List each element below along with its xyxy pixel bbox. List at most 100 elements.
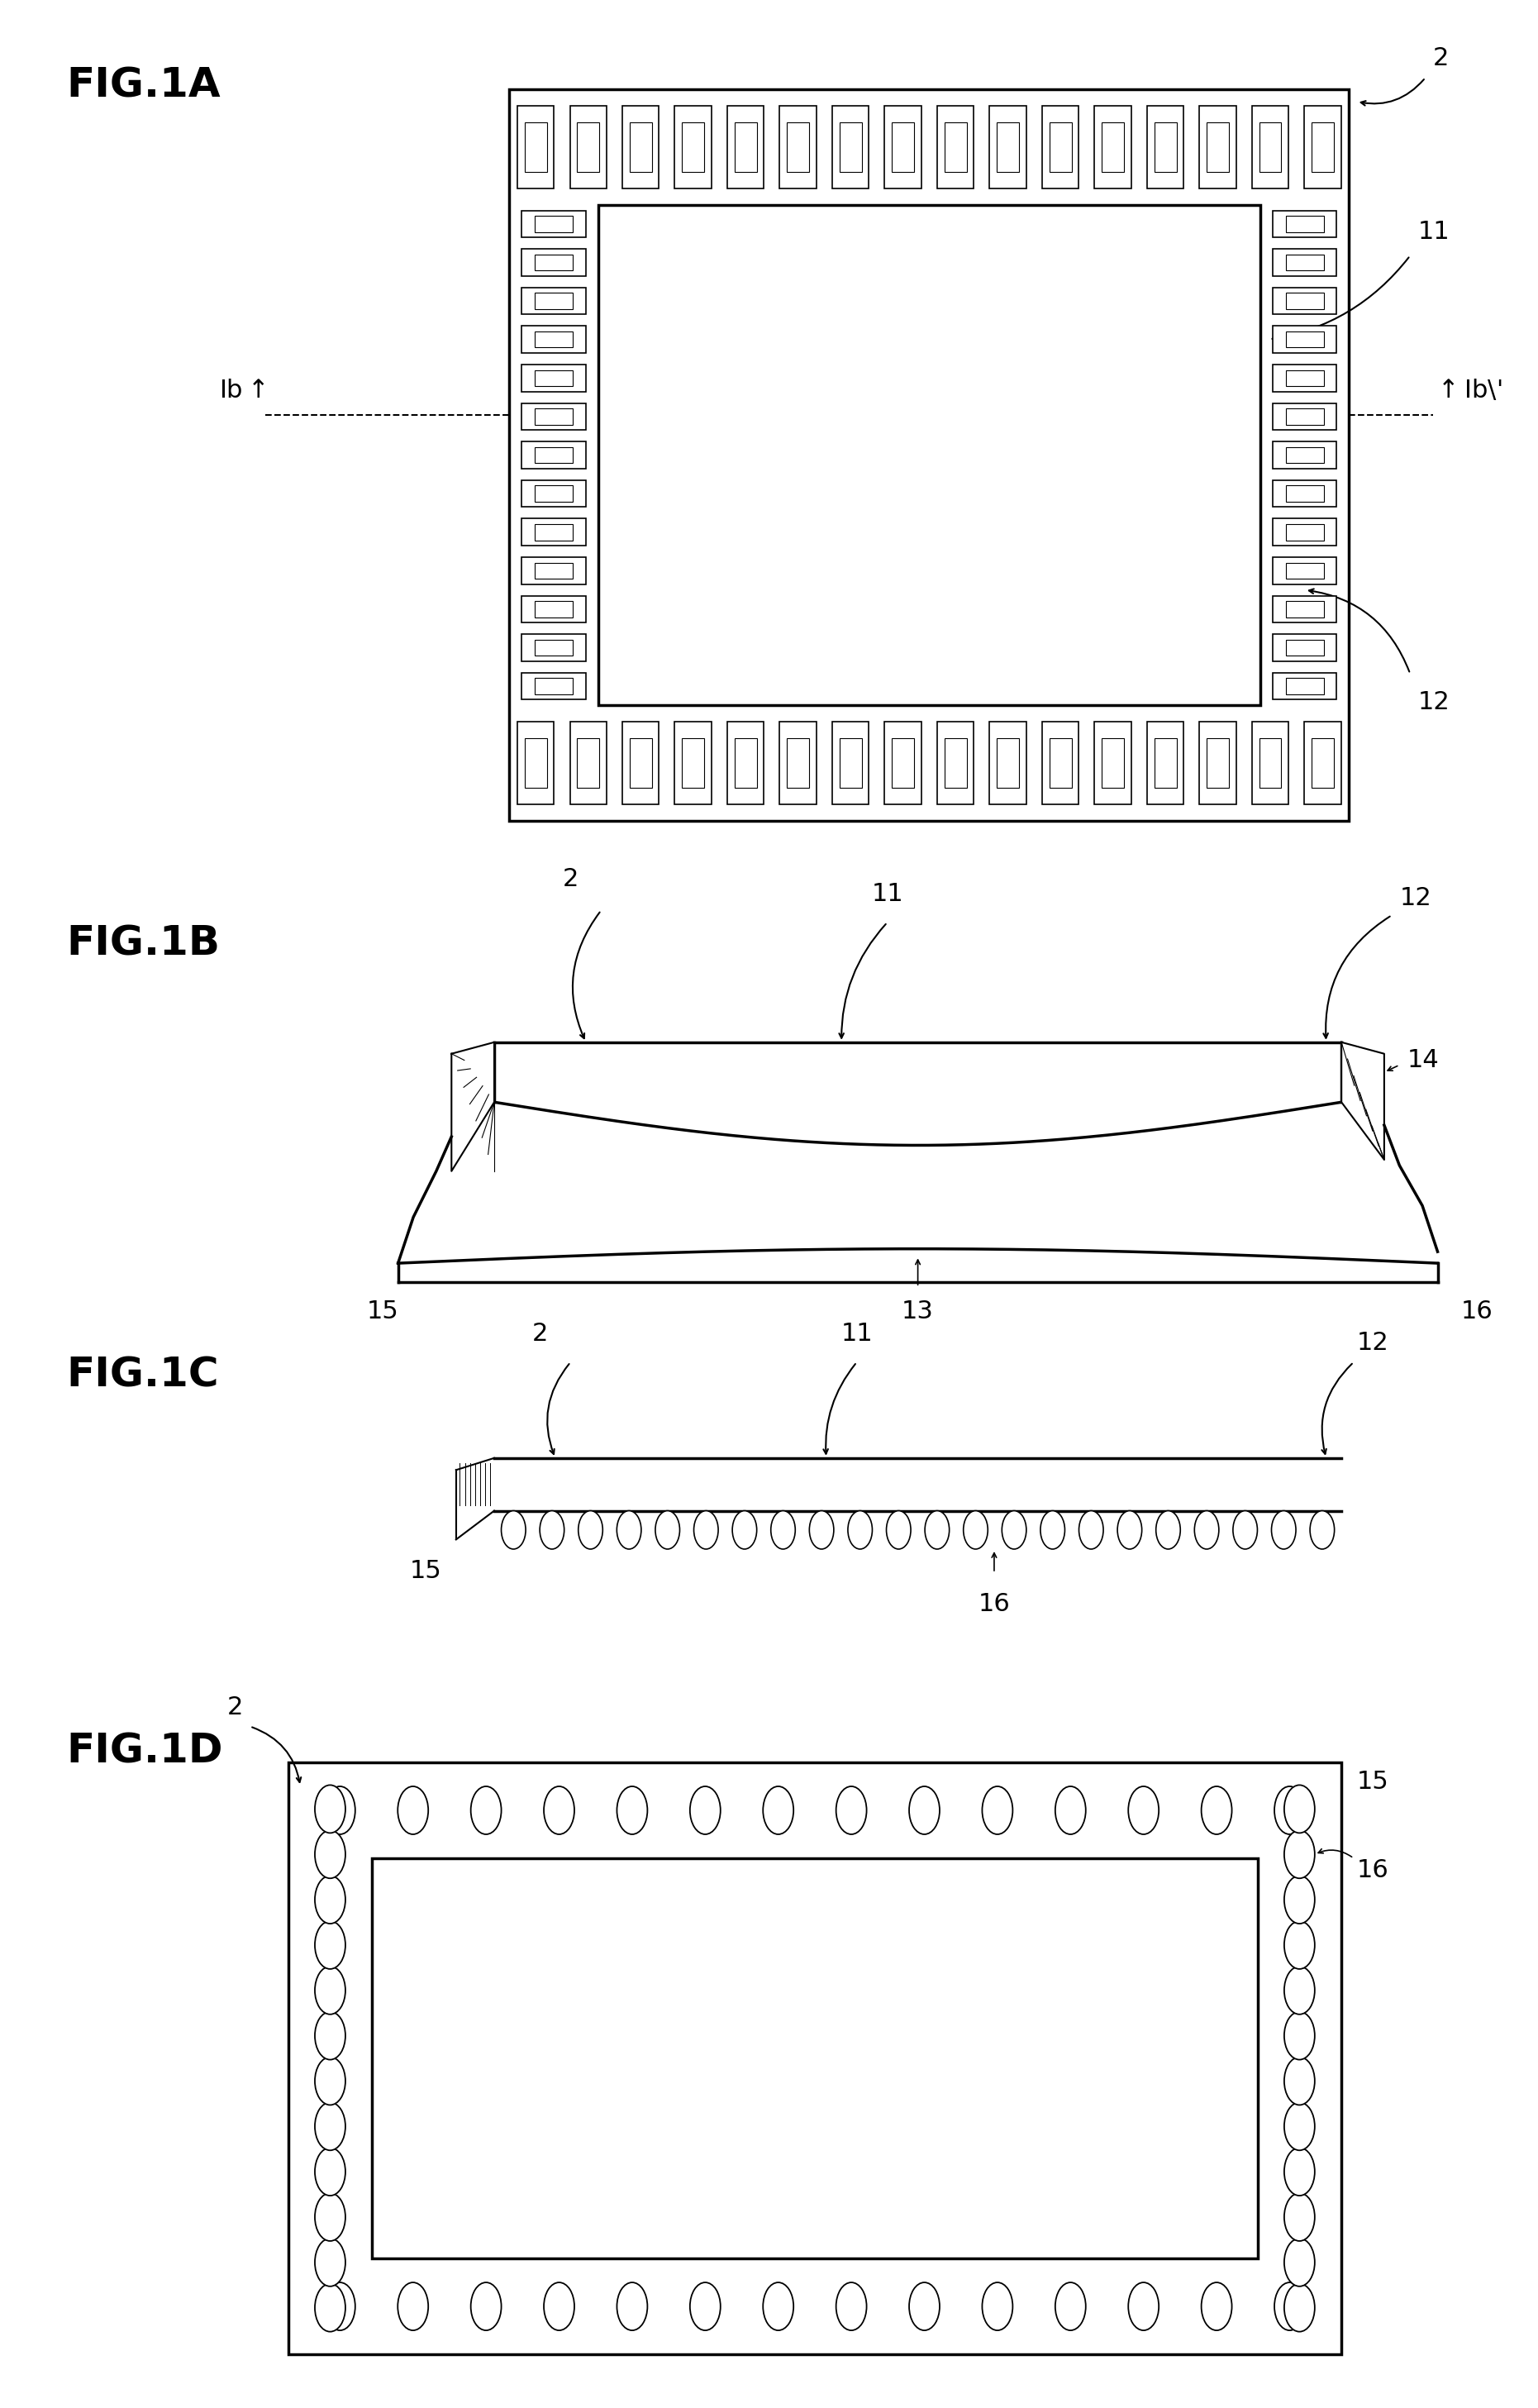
Polygon shape	[494, 1457, 1341, 1510]
Bar	[1286, 409, 1324, 424]
Bar	[1312, 739, 1333, 787]
Bar	[535, 409, 572, 424]
Circle shape	[1284, 2102, 1315, 2150]
Text: $\uparrow$Ib\': $\uparrow$Ib\'	[1433, 378, 1503, 402]
Bar	[629, 123, 652, 171]
Bar	[1273, 518, 1337, 547]
Circle shape	[732, 1510, 757, 1548]
Circle shape	[471, 2283, 501, 2331]
Bar	[1286, 525, 1324, 539]
Bar	[1043, 106, 1078, 188]
Bar	[675, 106, 712, 188]
Circle shape	[471, 1787, 501, 1835]
Bar	[1304, 106, 1341, 188]
Bar	[1095, 722, 1132, 804]
Bar	[1304, 722, 1341, 804]
Bar	[1273, 248, 1337, 277]
Bar	[521, 441, 586, 470]
Bar	[535, 486, 572, 501]
Bar	[1286, 602, 1324, 616]
Bar	[780, 106, 817, 188]
Text: 16: 16	[1357, 1859, 1389, 1883]
Bar	[517, 106, 554, 188]
Text: 2: 2	[226, 1695, 243, 1719]
Circle shape	[315, 2194, 346, 2242]
Bar	[288, 1763, 1341, 2355]
Bar	[944, 123, 966, 171]
Circle shape	[1284, 1967, 1315, 2015]
Bar	[1286, 332, 1324, 347]
Text: FIG.1D: FIG.1D	[66, 1731, 223, 1770]
Circle shape	[1284, 2194, 1315, 2242]
Bar	[1286, 371, 1324, 385]
Bar	[1286, 563, 1324, 578]
Bar	[598, 205, 1261, 706]
Bar	[521, 556, 586, 585]
Bar	[1273, 287, 1337, 315]
Bar	[509, 89, 1349, 821]
Bar	[1147, 722, 1184, 804]
Circle shape	[1055, 1787, 1086, 1835]
Bar	[535, 255, 572, 270]
Circle shape	[1272, 1510, 1297, 1548]
Bar	[1043, 722, 1078, 804]
Bar	[1273, 479, 1337, 508]
Bar	[989, 722, 1026, 804]
Circle shape	[837, 2283, 866, 2331]
Bar	[989, 106, 1026, 188]
Circle shape	[617, 1787, 647, 1835]
Circle shape	[983, 2283, 1012, 2331]
Circle shape	[1284, 2239, 1315, 2285]
Text: FIG.1A: FIG.1A	[66, 65, 221, 106]
Bar	[535, 448, 572, 462]
Circle shape	[909, 1787, 940, 1835]
Circle shape	[963, 1510, 987, 1548]
Bar	[1049, 123, 1072, 171]
Circle shape	[617, 1510, 641, 1548]
Bar	[571, 722, 606, 804]
Bar	[521, 364, 586, 393]
Text: 15: 15	[1357, 1770, 1389, 1794]
Circle shape	[1275, 1787, 1304, 1835]
Bar	[1095, 106, 1132, 188]
Circle shape	[847, 1510, 872, 1548]
Text: 2: 2	[563, 867, 578, 891]
Polygon shape	[457, 1457, 494, 1539]
Circle shape	[315, 2283, 346, 2331]
Bar	[623, 106, 660, 188]
Circle shape	[398, 2283, 428, 2331]
Circle shape	[691, 1787, 720, 1835]
Bar	[884, 106, 921, 188]
Text: FIG.1C: FIG.1C	[66, 1356, 220, 1394]
Bar	[521, 287, 586, 315]
Bar	[535, 217, 572, 231]
Circle shape	[1157, 1510, 1180, 1548]
Bar	[997, 739, 1020, 787]
Bar	[840, 123, 861, 171]
Bar	[892, 123, 914, 171]
Text: FIG.1B: FIG.1B	[66, 925, 220, 963]
Circle shape	[315, 1830, 346, 1878]
Text: 16: 16	[1461, 1300, 1492, 1322]
Text: 12: 12	[1400, 886, 1432, 910]
Bar	[1207, 739, 1229, 787]
Polygon shape	[1341, 1043, 1384, 1161]
Circle shape	[325, 1787, 355, 1835]
Bar	[535, 371, 572, 385]
Bar	[1155, 739, 1177, 787]
Circle shape	[1040, 1510, 1064, 1548]
Circle shape	[1201, 2283, 1232, 2331]
Bar	[1273, 364, 1337, 393]
Bar	[535, 332, 572, 347]
Circle shape	[1284, 1922, 1315, 1970]
Circle shape	[544, 1787, 574, 1835]
Bar	[1260, 739, 1281, 787]
Bar	[1286, 294, 1324, 308]
Bar	[944, 739, 966, 787]
Bar	[535, 294, 572, 308]
Circle shape	[315, 2056, 346, 2105]
Bar	[840, 739, 861, 787]
Bar	[1147, 106, 1184, 188]
Text: Ib$\uparrow$: Ib$\uparrow$	[220, 378, 265, 402]
Bar	[577, 739, 600, 787]
